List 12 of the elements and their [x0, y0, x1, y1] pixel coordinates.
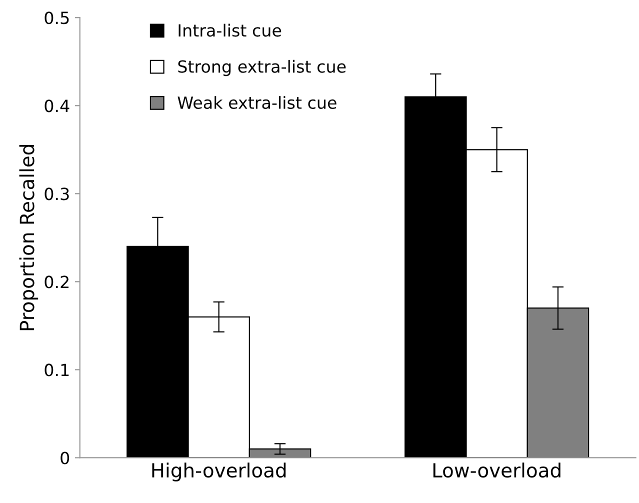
x-tick-label: High-overload	[152, 462, 286, 482]
y-tick-label: 0.3	[44, 188, 69, 200]
y-tick-label: 0.2	[44, 276, 68, 288]
y-axis-title: Proportion Recalled	[19, 145, 38, 330]
legend-label: Strong extra-list cue	[178, 60, 346, 76]
legend-label: Weak extra-list cue	[178, 96, 336, 109]
legend-label: Intra-list cue	[178, 24, 282, 37]
y-tick-label: 0.5	[44, 12, 69, 24]
y-tick-label: 0.4	[44, 100, 70, 112]
x-tick-label: Low-overload	[433, 462, 560, 478]
y-tick-label: 0	[60, 452, 70, 464]
y-tick-label: 0.1	[44, 364, 69, 376]
